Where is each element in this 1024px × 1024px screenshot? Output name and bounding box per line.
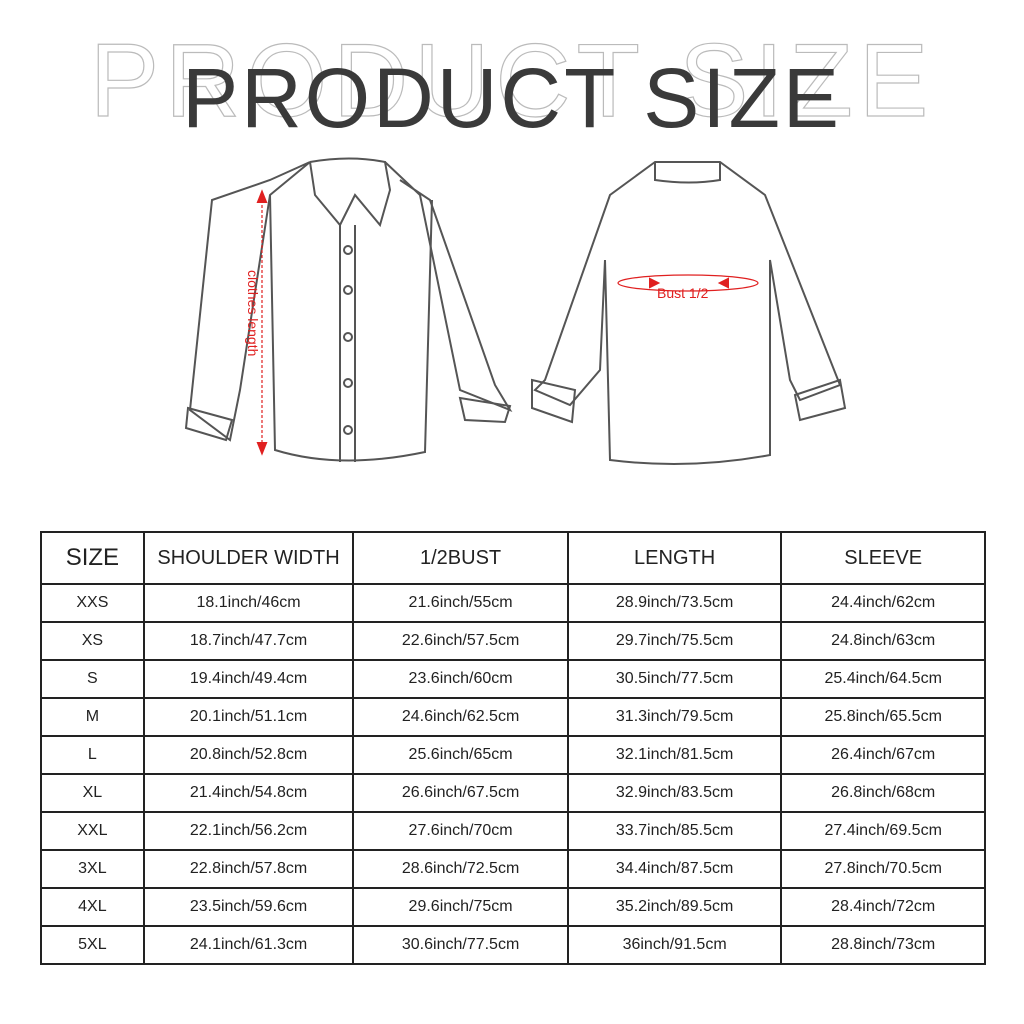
column-header: SLEEVE — [780, 531, 986, 585]
table-cell: 26.4inch/67cm — [780, 735, 986, 775]
column-header: SIZE — [40, 531, 145, 585]
column-header: 1/2BUST — [352, 531, 569, 585]
table-cell: 21.4inch/54.8cm — [142, 773, 355, 813]
column-header: SHOULDER WIDTH — [142, 531, 355, 585]
table-cell: 36inch/91.5cm — [566, 925, 783, 965]
table-cell: 31.3inch/79.5cm — [566, 697, 783, 737]
table-cell: 21.6inch/55cm — [352, 583, 569, 623]
table-cell: 32.1inch/81.5cm — [566, 735, 783, 775]
table-cell: 30.6inch/77.5cm — [352, 925, 569, 965]
table-cell: 25.6inch/65cm — [352, 735, 569, 775]
table-cell: 32.9inch/83.5cm — [566, 773, 783, 813]
table-cell: 26.8inch/68cm — [780, 773, 986, 813]
table-row: XL 21.4inch/54.8cm 26.6inch/67.5cm 32.9inch… — [40, 773, 986, 813]
table-cell: S — [40, 659, 145, 699]
table-cell: 20.8inch/52.8cm — [142, 735, 355, 775]
clothes-length-label: clothes length — [245, 270, 261, 356]
table-cell: 29.6inch/75cm — [352, 887, 569, 927]
table-cell: 4XL — [40, 887, 145, 927]
table-cell: 27.4inch/69.5cm — [780, 811, 986, 851]
table-cell: 22.1inch/56.2cm — [142, 811, 355, 851]
table-cell: M — [40, 697, 145, 737]
table-cell: 23.6inch/60cm — [352, 659, 569, 699]
table-row: 3XL 22.8inch/57.8cm 28.6inch/72.5cm 34.4inc… — [40, 849, 986, 889]
table-cell: 3XL — [40, 849, 145, 889]
table-cell: 19.4inch/49.4cm — [142, 659, 355, 699]
table-cell: 27.8inch/70.5cm — [780, 849, 986, 889]
table-cell: L — [40, 735, 145, 775]
table-row: S 19.4inch/49.4cm 23.6inch/60cm 30.5inch/77… — [40, 659, 986, 699]
table-cell: 25.4inch/64.5cm — [780, 659, 986, 699]
size-table: SIZE SHOULDER WIDTH 1/2BUST LENGTH SLEEVE XX… — [40, 531, 986, 965]
page-title: PRODUCT SIZE — [182, 51, 842, 145]
table-row: 5XL 24.1inch/61.3cm 30.6inch/77.5cm 36inch/… — [40, 925, 986, 965]
table-cell: 28.4inch/72cm — [780, 887, 986, 927]
table-cell: 18.1inch/46cm — [142, 583, 355, 623]
table-cell: 24.4inch/62cm — [780, 583, 986, 623]
table-cell: XL — [40, 773, 145, 813]
table-cell: 29.7inch/75.5cm — [566, 621, 783, 661]
table-row: XS 18.7inch/47.7cm 22.6inch/57.5cm 29.7inch… — [40, 621, 986, 661]
table-row: XXS 18.1inch/46cm 21.6inch/55cm 28.9inch/73… — [40, 583, 986, 623]
table-cell: 5XL — [40, 925, 145, 965]
table-header-row: SIZE SHOULDER WIDTH 1/2BUST LENGTH SLEEVE — [40, 531, 986, 585]
table-cell: 28.6inch/72.5cm — [352, 849, 569, 889]
table-cell: 28.8inch/73cm — [780, 925, 986, 965]
table-row: XXL 22.1inch/56.2cm 27.6inch/70cm 33.7inch/… — [40, 811, 986, 851]
table-cell: 33.7inch/85.5cm — [566, 811, 783, 851]
shirt-diagram: clothes length Bust 1/2 — [184, 157, 847, 465]
table-row: L 20.8inch/52.8cm 25.6inch/65cm 32.1inch/81… — [40, 735, 986, 775]
table-cell: 27.6inch/70cm — [352, 811, 569, 851]
back-shirt-illustration — [531, 161, 847, 465]
table-cell: 35.2inch/89.5cm — [566, 887, 783, 927]
table-cell: 26.6inch/67.5cm — [352, 773, 569, 813]
table-cell: 28.9inch/73.5cm — [566, 583, 783, 623]
table-cell: 34.4inch/87.5cm — [566, 849, 783, 889]
table-cell: XS — [40, 621, 145, 661]
table-cell: 30.5inch/77.5cm — [566, 659, 783, 699]
table-cell: XXL — [40, 811, 145, 851]
table-cell: 23.5inch/59.6cm — [142, 887, 355, 927]
front-shirt-illustration — [184, 157, 513, 462]
table-cell: 24.8inch/63cm — [780, 621, 986, 661]
table-cell: 20.1inch/51.1cm — [142, 697, 355, 737]
title-outline: PRODUCT SIZE — [89, 22, 935, 139]
table-cell: 22.8inch/57.8cm — [142, 849, 355, 889]
table-cell: 24.1inch/61.3cm — [142, 925, 355, 965]
table-cell: XXS — [40, 583, 145, 623]
table-cell: 25.8inch/65.5cm — [780, 697, 986, 737]
table-cell: 18.7inch/47.7cm — [142, 621, 355, 661]
table-row: M 20.1inch/51.1cm 24.6inch/62.5cm 31.3inch/… — [40, 697, 986, 737]
column-header: LENGTH — [566, 531, 783, 585]
table-row: 4XL 23.5inch/59.6cm 29.6inch/75cm 35.2inch/… — [40, 887, 986, 927]
table-cell: 24.6inch/62.5cm — [352, 697, 569, 737]
table-cell: 22.6inch/57.5cm — [352, 621, 569, 661]
bust-label: Bust 1/2 — [657, 285, 709, 301]
